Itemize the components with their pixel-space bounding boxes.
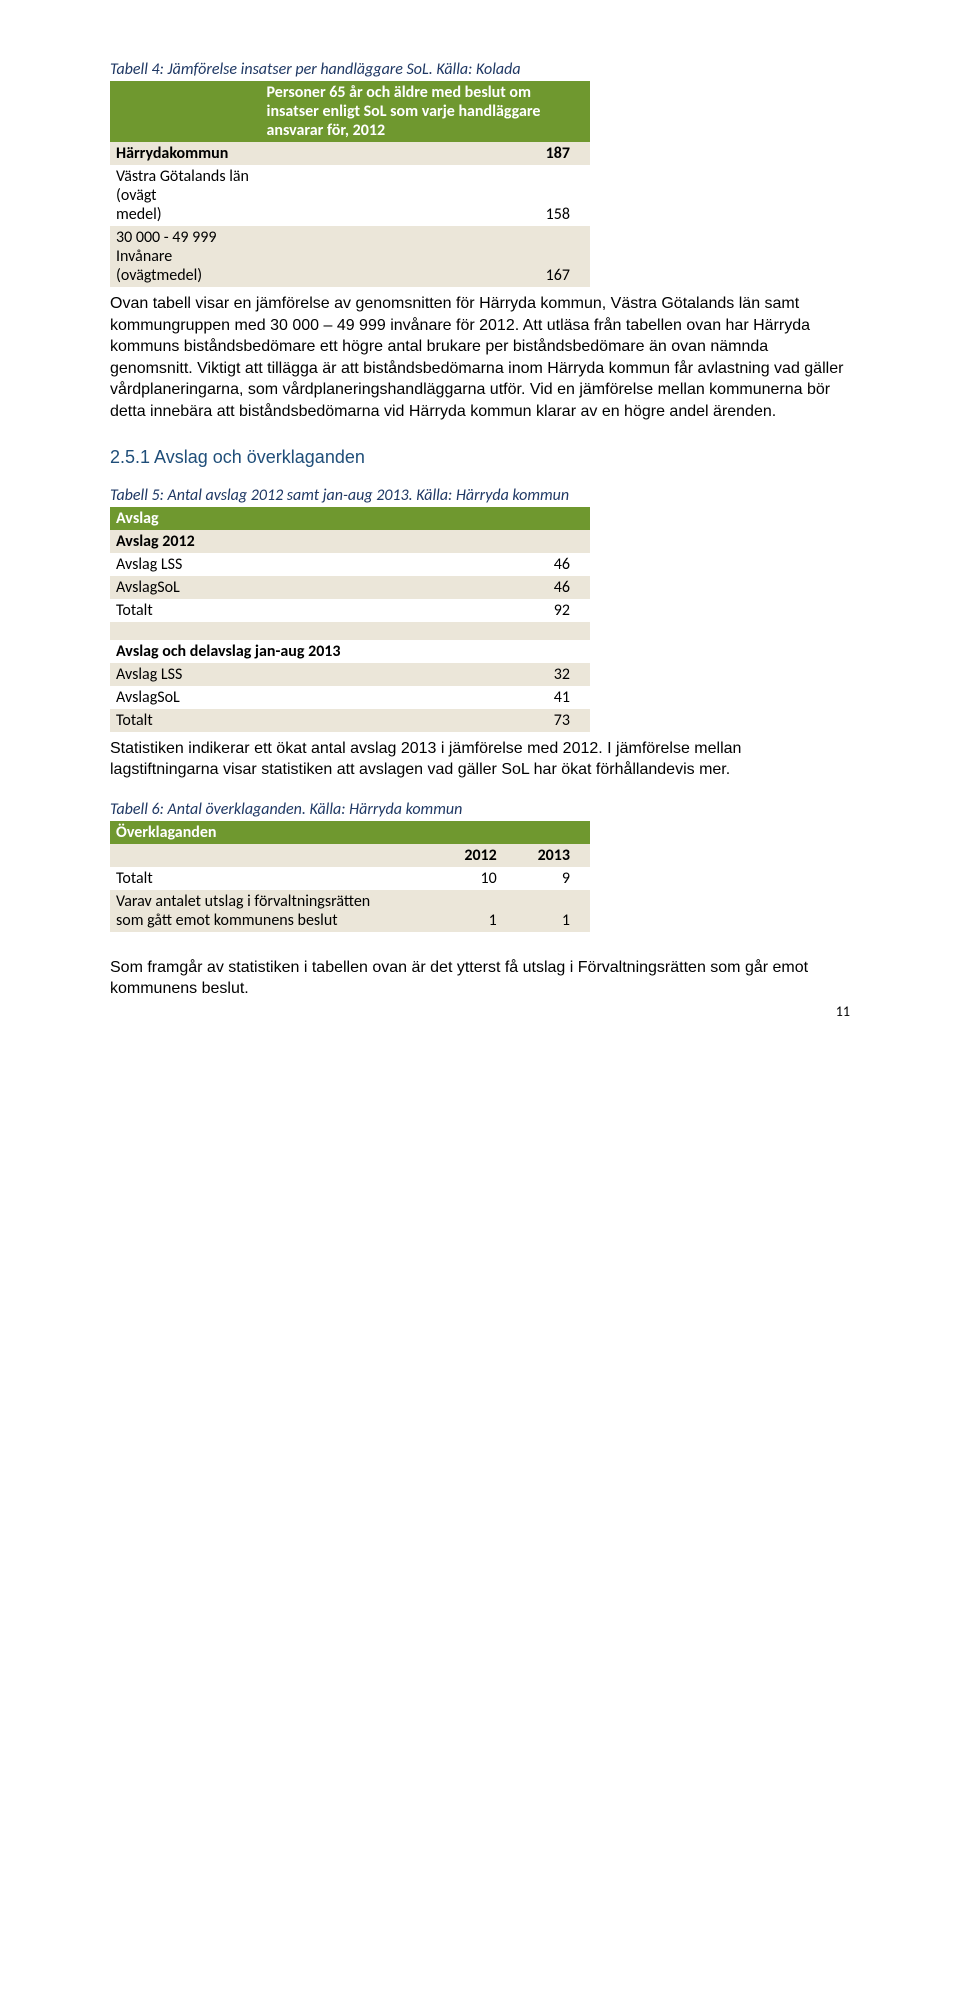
- paragraph-1: Ovan tabell visar en jämförelse av genom…: [110, 293, 850, 423]
- table6-row-v1: 10: [444, 867, 517, 890]
- table6-empty: [110, 844, 444, 867]
- paragraph-2: Statistiken indikerar ett ökat antal avs…: [110, 738, 850, 781]
- paragraph-3: Som framgår av statistiken i tabellen ov…: [110, 957, 850, 1000]
- table6-caption: Tabell 6: Antal överklaganden. Källa: Hä…: [110, 800, 850, 819]
- table5-title: Avslag: [110, 507, 590, 530]
- table4-row-value: 187: [261, 142, 590, 165]
- table4-row-label: Västra Götalands län (ovägt medel): [110, 165, 261, 226]
- table5-row-label: Totalt: [110, 599, 422, 622]
- table6: Överklaganden 2012 2013 Totalt 10 9 Vara…: [110, 821, 590, 932]
- table5-row-label: AvslagSoL: [110, 686, 422, 709]
- page-number: 11: [836, 1003, 850, 1020]
- table6-col1: 2012: [444, 844, 517, 867]
- table5-section2: Avslag och delavslag jan-aug 2013: [110, 640, 590, 663]
- table6-title: Överklaganden: [110, 821, 590, 844]
- table4: Personer 65 år och äldre med beslut om i…: [110, 81, 590, 287]
- table5-row-value: 92: [422, 599, 590, 622]
- table4-row-value: 167: [261, 226, 590, 287]
- table6-row-v2: 9: [517, 867, 590, 890]
- table4-caption: Tabell 4: Jämförelse insatser per handlä…: [110, 60, 850, 79]
- table5-row-value: 73: [422, 709, 590, 732]
- table5-row-value: 46: [422, 576, 590, 599]
- table5-row-label: Totalt: [110, 709, 422, 732]
- table6-row-v2: 1: [517, 890, 590, 932]
- table5-row-label: Avslag LSS: [110, 663, 422, 686]
- table5-row-value: 46: [422, 553, 590, 576]
- table5: Avslag Avslag 2012 Avslag LSS 46 AvslagS…: [110, 507, 590, 732]
- table6-row-label: Totalt: [110, 867, 444, 890]
- table5-row-value: 32: [422, 663, 590, 686]
- table5-caption: Tabell 5: Antal avslag 2012 samt jan-aug…: [110, 486, 850, 505]
- table4-row-label: 30 000 - 49 999 Invånare (ovägtmedel): [110, 226, 261, 287]
- table5-spacer: [110, 622, 590, 640]
- table5-row-label: AvslagSoL: [110, 576, 422, 599]
- table4-empty-header: [110, 81, 261, 142]
- table5-row-label: Avslag LSS: [110, 553, 422, 576]
- table6-row-label: Varav antalet utslag i förvaltningsrätte…: [110, 890, 444, 932]
- heading-2-5-1: 2.5.1 Avslag och överklaganden: [110, 447, 850, 468]
- table4-header: Personer 65 år och äldre med beslut om i…: [261, 81, 590, 142]
- table5-row-value: 41: [422, 686, 590, 709]
- table6-col2: 2013: [517, 844, 590, 867]
- table5-section1: Avslag 2012: [110, 530, 590, 553]
- table4-row-label: Härrydakommun: [110, 142, 261, 165]
- table4-row-value: 158: [261, 165, 590, 226]
- table6-row-v1: 1: [444, 890, 517, 932]
